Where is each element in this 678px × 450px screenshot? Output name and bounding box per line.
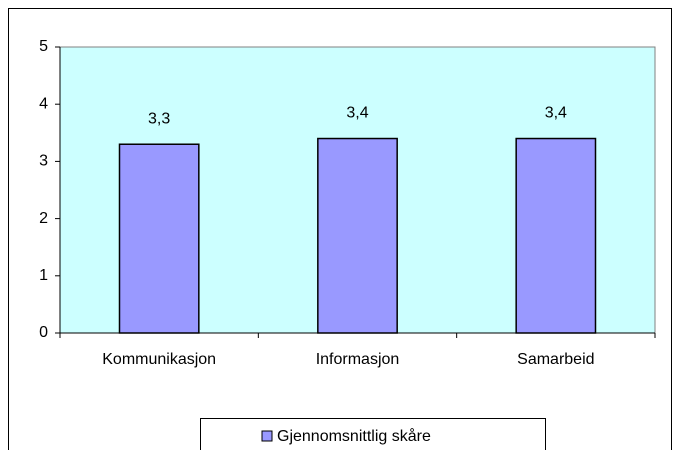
legend-label: Gjennomsnittlig skåre: [277, 427, 431, 445]
x-tick-label: Informasjon: [316, 351, 400, 368]
bar: [515, 137, 597, 334]
y-tick-label: 5: [39, 38, 48, 55]
x-tick-label: Samarbeid: [517, 351, 594, 368]
data-label: 3,3: [148, 110, 170, 127]
data-label: 3,4: [346, 105, 368, 122]
y-tick-label: 0: [39, 324, 48, 341]
y-tick-label: 1: [39, 267, 48, 284]
bar: [118, 143, 200, 334]
legend-swatch: [261, 430, 273, 442]
y-tick-label: 2: [39, 210, 48, 227]
x-tick-label: Kommunikasjon: [102, 351, 216, 368]
data-label: 3,4: [545, 105, 567, 122]
bar: [317, 137, 398, 334]
legend: [200, 418, 546, 450]
y-tick-label: 4: [39, 95, 48, 112]
y-tick-label: 3: [39, 153, 48, 170]
